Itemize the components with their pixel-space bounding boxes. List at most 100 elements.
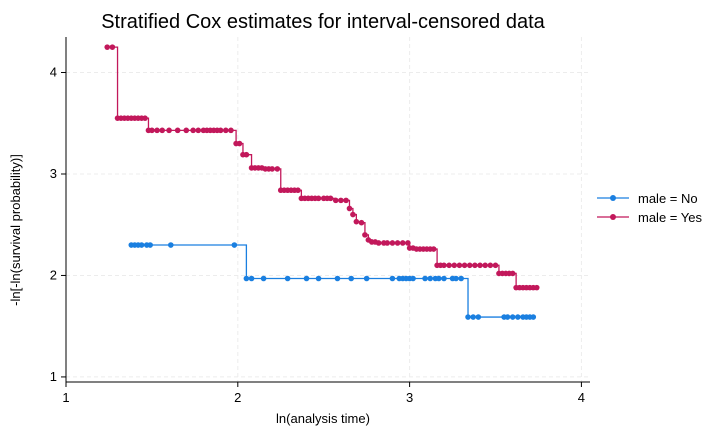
data-point xyxy=(509,270,516,277)
chart-title: Stratified Cox estimates for interval-ce… xyxy=(101,11,545,33)
plot-area xyxy=(104,44,540,320)
data-point xyxy=(222,127,229,134)
data-point xyxy=(394,240,401,246)
y-tick-label: 4 xyxy=(50,65,57,80)
legend: male = No male = Yes xyxy=(597,191,702,225)
data-point xyxy=(154,127,160,134)
data-point xyxy=(346,205,353,212)
data-point xyxy=(441,275,447,282)
data-point xyxy=(458,275,464,282)
data-point xyxy=(243,275,250,282)
data-point xyxy=(109,44,116,50)
legend-label: male = Yes xyxy=(638,210,702,225)
data-point xyxy=(217,127,224,134)
data-point xyxy=(375,240,382,246)
data-point xyxy=(142,115,148,121)
data-point xyxy=(399,240,406,246)
series-2 xyxy=(104,44,540,291)
data-point xyxy=(465,314,471,320)
data-point xyxy=(410,275,416,282)
data-point xyxy=(284,275,291,282)
data-point xyxy=(515,314,521,320)
data-point xyxy=(166,127,172,134)
data-point xyxy=(174,127,181,134)
data-point xyxy=(315,195,322,202)
data-point xyxy=(487,262,494,269)
series-line xyxy=(107,46,537,289)
series-1 xyxy=(128,242,537,320)
data-point xyxy=(477,262,483,269)
data-point xyxy=(147,242,153,248)
legend-label: male = No xyxy=(638,191,698,206)
data-point xyxy=(228,127,234,134)
data-point xyxy=(441,262,447,269)
data-point xyxy=(470,314,476,320)
data-point xyxy=(430,246,437,252)
grid xyxy=(65,37,590,382)
x-axis-title: ln(analysis time) xyxy=(276,411,370,426)
data-point xyxy=(236,140,243,147)
data-point xyxy=(149,127,155,134)
data-point xyxy=(243,151,250,158)
y-axis-title: -ln[-ln(survival probability)] xyxy=(8,154,23,306)
data-point xyxy=(353,218,360,225)
data-point xyxy=(472,262,478,269)
data-point xyxy=(446,262,452,269)
data-point xyxy=(456,262,463,269)
data-point xyxy=(451,262,458,269)
x-tick-label: 2 xyxy=(234,390,241,405)
data-point xyxy=(260,275,267,282)
data-point xyxy=(190,127,196,134)
y-tick-label: 2 xyxy=(50,267,57,282)
data-point xyxy=(427,275,434,282)
data-point xyxy=(384,240,391,246)
data-point xyxy=(104,44,111,50)
y-tick-label: 1 xyxy=(50,369,57,384)
data-point xyxy=(338,197,344,204)
data-point xyxy=(231,242,238,248)
data-point xyxy=(348,275,354,282)
data-point xyxy=(195,127,202,134)
x-tick-label: 1 xyxy=(62,390,69,405)
data-point xyxy=(274,166,281,172)
data-point xyxy=(327,195,334,202)
data-point xyxy=(362,232,368,238)
data-point xyxy=(183,127,190,134)
series-line xyxy=(131,244,534,318)
data-point xyxy=(466,262,473,269)
data-point xyxy=(389,240,396,246)
data-point xyxy=(504,314,511,320)
data-point xyxy=(138,242,145,248)
legend-marker xyxy=(610,195,616,201)
data-point xyxy=(475,314,482,320)
data-point xyxy=(436,275,442,282)
data-point xyxy=(248,275,255,282)
data-point xyxy=(343,197,349,204)
data-point xyxy=(422,275,428,282)
data-point xyxy=(492,262,499,269)
data-point xyxy=(461,262,468,269)
data-point xyxy=(303,275,310,282)
data-point xyxy=(509,314,516,320)
data-point xyxy=(168,242,174,248)
x-tick-label: 4 xyxy=(578,390,585,405)
axes: 1 2 3 4 1 2 3 4 xyxy=(50,37,590,405)
data-point xyxy=(358,219,365,226)
data-point xyxy=(533,284,540,291)
legend-marker xyxy=(610,214,616,220)
data-point xyxy=(159,127,166,134)
y-tick-label: 3 xyxy=(50,166,57,181)
x-tick-label: 3 xyxy=(406,390,413,405)
data-point xyxy=(482,262,489,269)
data-point xyxy=(405,240,411,246)
data-point xyxy=(389,275,396,282)
data-point xyxy=(315,275,322,282)
data-point xyxy=(332,197,339,204)
data-point xyxy=(334,275,341,282)
data-point xyxy=(350,211,356,218)
data-point xyxy=(295,187,301,194)
data-point xyxy=(453,275,459,282)
data-point xyxy=(269,166,275,172)
data-point xyxy=(363,275,370,282)
